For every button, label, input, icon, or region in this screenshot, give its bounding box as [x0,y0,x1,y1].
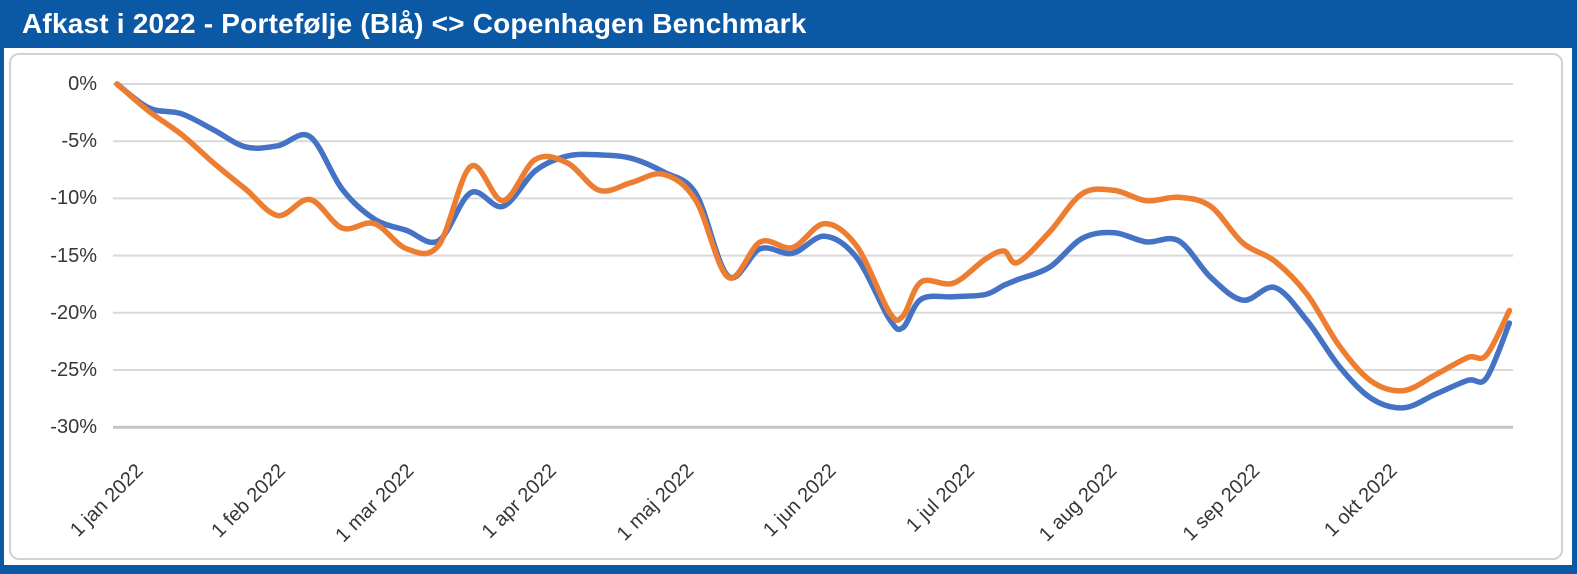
y-tick-label: -20% [50,301,97,324]
chart-title: Afkast i 2022 - Portefølje (Blå) <> Cope… [22,8,807,39]
benchmark-line [114,81,1513,394]
y-tick-label: -25% [50,359,97,381]
y-tick-label: -5% [61,130,97,153]
frame-border-left [0,0,4,574]
frame-border-bottom [0,565,1577,574]
frame-border-right [1572,0,1577,574]
y-tick-label: -15% [50,244,97,267]
chart-panel [9,53,1563,560]
y-tick-label: -30% [50,416,97,439]
portfolio-line [114,81,1513,411]
title-bar: Afkast i 2022 - Portefølje (Blå) <> Cope… [0,0,1577,48]
y-tick-label: -10% [50,187,97,210]
y-tick-label: 0% [68,73,97,95]
